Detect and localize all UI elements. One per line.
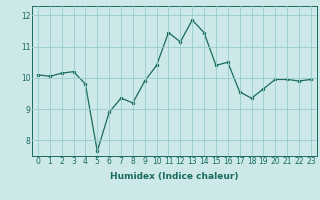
- X-axis label: Humidex (Indice chaleur): Humidex (Indice chaleur): [110, 172, 239, 181]
